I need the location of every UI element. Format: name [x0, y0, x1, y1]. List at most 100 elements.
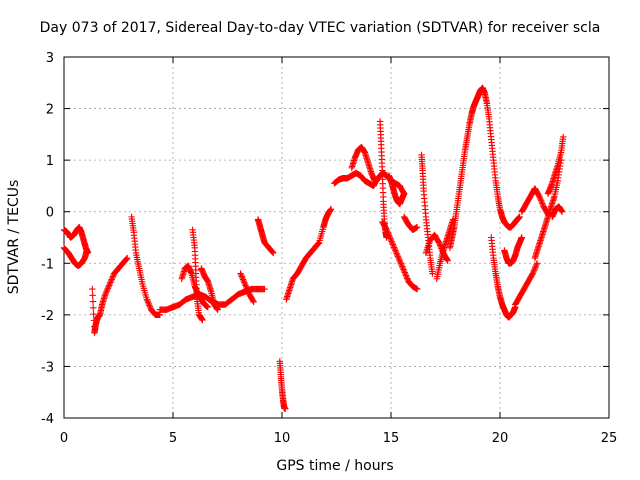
- data-point: [146, 303, 154, 310]
- data-point: [204, 303, 212, 311]
- data-point: [531, 264, 539, 271]
- data-point: [249, 297, 257, 305]
- data-point: [444, 257, 451, 264]
- series-pass-02: [60, 223, 92, 257]
- series-pass-26: [501, 234, 525, 267]
- data-point: [403, 273, 410, 281]
- series-pass-24: [488, 234, 519, 321]
- data-point: [400, 266, 407, 273]
- data-point: [443, 256, 451, 263]
- series-pass-25: [512, 260, 541, 308]
- data-point: [532, 263, 540, 270]
- data-point: [107, 277, 115, 285]
- x-axis-ticks: 0 5 10 15 20 25: [60, 57, 617, 446]
- data-point: [386, 233, 393, 241]
- data-point: [270, 249, 277, 257]
- data-point: [539, 200, 546, 207]
- series-pass-09: [237, 270, 257, 306]
- data-point: [268, 248, 276, 255]
- data-point: [90, 304, 97, 312]
- data-point: [435, 239, 443, 246]
- data-point: [560, 133, 567, 141]
- data-point: [384, 228, 391, 235]
- data-point: [401, 269, 408, 276]
- data-point: [90, 310, 97, 318]
- data-point: [383, 226, 390, 233]
- data-point: [536, 193, 543, 200]
- series-pass-12: [283, 205, 335, 303]
- y-axis-label: SDTVAR / TECUs: [6, 180, 22, 295]
- x-tick-label: 0: [60, 431, 68, 446]
- data-point: [327, 205, 335, 213]
- data-point: [396, 257, 403, 264]
- data-point: [123, 255, 130, 263]
- data-point: [282, 405, 289, 412]
- series-pass-03: [89, 254, 131, 337]
- y-tick-label: 1: [46, 154, 54, 169]
- data-point: [237, 270, 244, 277]
- data-point: [385, 230, 392, 238]
- data-point: [105, 283, 112, 291]
- data-point: [538, 198, 545, 206]
- data-point: [102, 289, 110, 296]
- data-point: [395, 256, 403, 263]
- data-point: [387, 235, 394, 242]
- y-tick-label: -1: [41, 257, 54, 272]
- series-pass-30: [549, 203, 566, 221]
- x-tick-label: 5: [169, 431, 177, 446]
- data-point: [241, 280, 249, 288]
- data-point: [146, 302, 153, 309]
- chart-title: Day 073 of 2017, Sidereal Day-to-day VTE…: [40, 20, 601, 36]
- x-tick-label: 20: [492, 431, 509, 446]
- data-point: [89, 285, 96, 293]
- series-pass-11: [276, 358, 289, 412]
- data-point: [84, 249, 92, 257]
- data-point: [394, 251, 401, 259]
- x-tick-label: 15: [383, 431, 400, 446]
- data-point: [239, 274, 246, 282]
- data-point: [144, 297, 151, 305]
- series-pass-17: [385, 172, 408, 208]
- x-tick-label: 25: [601, 431, 618, 446]
- data-point: [145, 300, 152, 308]
- data-point: [537, 197, 545, 204]
- data-point: [144, 299, 152, 306]
- data-point: [104, 286, 111, 294]
- data-point: [394, 253, 402, 260]
- data-point: [413, 223, 421, 231]
- data-point: [413, 285, 421, 293]
- data-point: [89, 298, 97, 305]
- data-point: [399, 263, 406, 270]
- data-point: [397, 260, 405, 267]
- data-point: [390, 242, 397, 250]
- y-tick-label: 2: [46, 103, 54, 118]
- data-point: [109, 273, 117, 280]
- series-pass-19: [418, 151, 436, 277]
- data-point: [250, 298, 257, 306]
- data-point: [107, 279, 114, 286]
- data-point: [241, 279, 248, 286]
- data-point: [108, 276, 115, 283]
- data-point: [106, 280, 113, 288]
- series-pass-08: [198, 265, 221, 313]
- data-point: [242, 283, 250, 291]
- data-point: [388, 238, 395, 245]
- data-point: [244, 288, 252, 295]
- data-point: [103, 288, 110, 295]
- data-point: [389, 241, 397, 248]
- data-point: [399, 264, 407, 272]
- data-point: [537, 195, 544, 203]
- data-point: [390, 244, 398, 251]
- series-pass-18: [400, 213, 421, 233]
- data-point: [240, 277, 247, 285]
- data-point: [124, 254, 131, 262]
- data-point: [531, 265, 538, 273]
- data-point: [392, 247, 399, 254]
- series-pass-10: [254, 216, 277, 257]
- data-point: [105, 282, 113, 289]
- data-point: [269, 249, 276, 256]
- series-pass-14: [348, 144, 378, 184]
- data-point: [558, 208, 566, 215]
- data-point: [244, 286, 251, 294]
